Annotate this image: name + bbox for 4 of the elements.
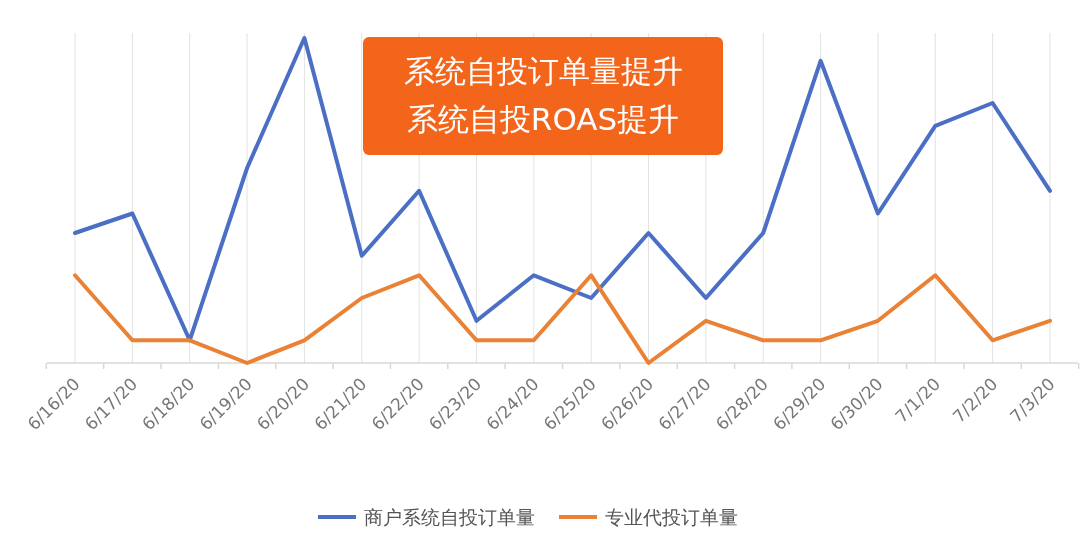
legend-label: 商户系统自投订单量 <box>364 506 535 528</box>
annotation: 系统自投订单量提升 <box>403 53 683 89</box>
annotation: 系统自投ROAS提升 <box>406 101 680 137</box>
legend-label: 专业代投订单量 <box>605 506 738 528</box>
